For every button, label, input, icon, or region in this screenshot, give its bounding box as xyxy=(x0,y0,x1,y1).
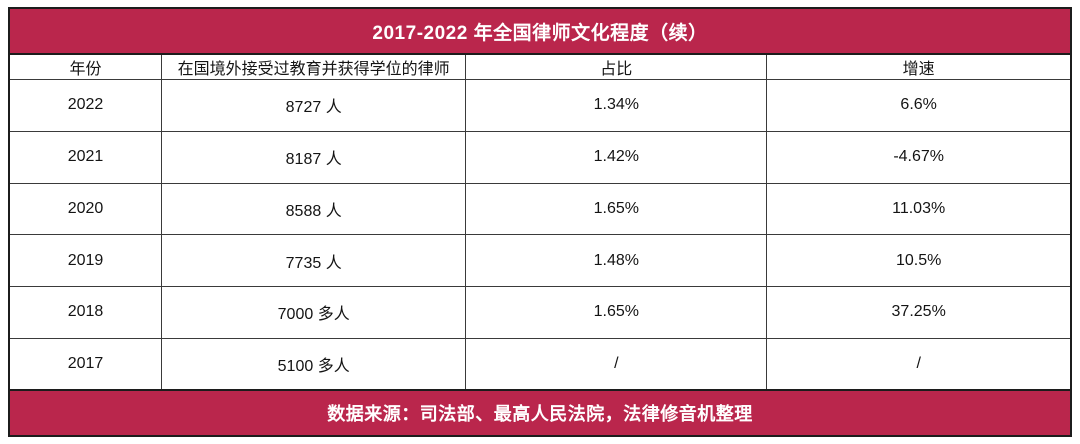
column-header-share: 占比 xyxy=(465,55,768,80)
cell-year: 2018 xyxy=(10,286,163,339)
cell-share: 1.42% xyxy=(465,130,768,184)
cell-year: 2020 xyxy=(10,182,163,236)
cell-lawyers: 8727 人 xyxy=(161,79,467,132)
column-header-growth: 增速 xyxy=(766,55,1070,80)
cell-share: 1.34% xyxy=(465,79,768,132)
cell-growth: 37.25% xyxy=(766,286,1070,339)
table-row: 2020 8588 人 1.65% 11.03% xyxy=(10,182,1070,236)
cell-share: / xyxy=(465,337,768,389)
cell-year: 2021 xyxy=(10,130,163,184)
cell-year: 2017 xyxy=(10,337,163,389)
column-header-lawyers: 在国境外接受过教育并获得学位的律师 xyxy=(161,55,467,80)
cell-growth: 10.5% xyxy=(766,234,1070,287)
cell-year: 2019 xyxy=(10,234,163,287)
table-row: 2018 7000 多人 1.65% 37.25% xyxy=(10,286,1070,339)
cell-share: 1.65% xyxy=(465,182,768,236)
table-row: 2017 5100 多人 / / xyxy=(10,337,1070,389)
cell-lawyers: 7000 多人 xyxy=(161,286,467,339)
column-header-year: 年份 xyxy=(10,55,163,80)
data-table: 年份 在国境外接受过教育并获得学位的律师 占比 增速 2022 8727 人 1… xyxy=(10,55,1070,389)
cell-lawyers: 8588 人 xyxy=(161,182,467,236)
cell-year: 2022 xyxy=(10,79,163,132)
cell-growth: / xyxy=(766,337,1070,389)
cell-growth: -4.67% xyxy=(766,130,1070,184)
cell-share: 1.65% xyxy=(465,286,768,339)
cell-share: 1.48% xyxy=(465,234,768,287)
table-row: 2021 8187 人 1.42% -4.67% xyxy=(10,130,1070,184)
statistics-table-card: 2017-2022 年全国律师文化程度（续） 年份 在国境外接受过教育并获得学位… xyxy=(8,7,1072,437)
table-source: 数据来源：司法部、最高人民法院，法律修音机整理 xyxy=(10,389,1070,435)
cell-lawyers: 8187 人 xyxy=(161,130,467,184)
table-row: 2019 7735 人 1.48% 10.5% xyxy=(10,234,1070,287)
table-title: 2017-2022 年全国律师文化程度（续） xyxy=(10,9,1070,55)
table-row: 2022 8727 人 1.34% 6.6% xyxy=(10,79,1070,132)
header-row: 年份 在国境外接受过教育并获得学位的律师 占比 增速 xyxy=(10,55,1070,80)
cell-lawyers: 5100 多人 xyxy=(161,337,467,389)
cell-growth: 6.6% xyxy=(766,79,1070,132)
cell-growth: 11.03% xyxy=(766,182,1070,236)
cell-lawyers: 7735 人 xyxy=(161,234,467,287)
